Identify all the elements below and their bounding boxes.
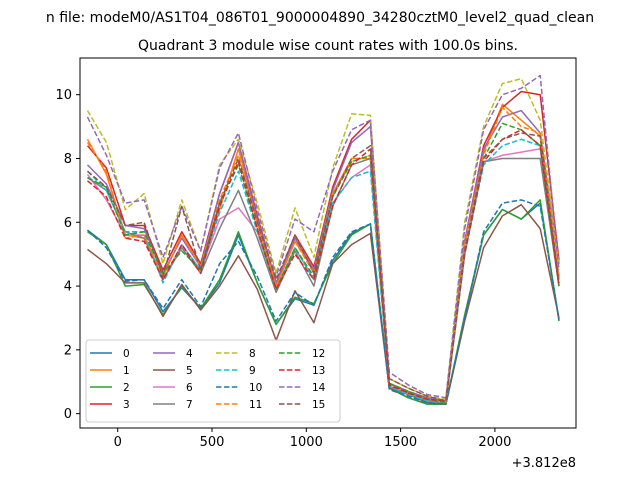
x-tick-label: 500	[200, 435, 225, 450]
y-tick-label: 10	[55, 88, 72, 103]
plot-frame	[79, 57, 577, 429]
legend-label-7: 7	[186, 399, 193, 411]
series-line-10	[86, 199, 560, 405]
legend-label-5: 5	[186, 365, 193, 377]
legend-label-2: 2	[123, 382, 130, 394]
chart-title: Quadrant 3 module wise count rates with …	[138, 38, 518, 54]
legend-label-10: 10	[249, 382, 262, 394]
y-tick-label: 8	[64, 152, 72, 167]
x-tick-label: 1000	[290, 435, 323, 450]
legend-label-6: 6	[186, 382, 193, 394]
legend-label-1: 1	[123, 365, 130, 377]
series-line-14	[86, 74, 560, 399]
x-axis: 0 500 1000 1500 2000	[114, 428, 511, 450]
plot-lines	[86, 74, 560, 405]
x-tick-label: 2000	[478, 435, 511, 450]
series-line-15	[87, 132, 560, 402]
legend-label-15: 15	[312, 399, 325, 411]
legend-label-13: 13	[312, 365, 325, 377]
series-line-5	[87, 203, 560, 405]
legend-frame	[85, 339, 341, 423]
y-tick-label: 2	[64, 343, 72, 358]
legend-label-11: 11	[249, 399, 262, 411]
legend-label-3: 3	[123, 399, 130, 411]
x-tick-label: 1500	[384, 435, 417, 450]
y-tick-label: 6	[64, 216, 72, 231]
y-tick-label: 0	[64, 407, 72, 422]
y-tick-label: 4	[64, 280, 72, 295]
legend-label-12: 12	[312, 348, 325, 360]
x-offset-label: +3.812e8	[512, 456, 576, 471]
x-tick-label: 0	[114, 435, 122, 450]
legend-label-14: 14	[312, 382, 326, 394]
chart-suptitle: n file: modeM0/AS1T04_086T01_9000004890_…	[46, 10, 594, 26]
legend-label-9: 9	[249, 365, 256, 377]
legend-label-4: 4	[186, 348, 193, 360]
legend-label-0: 0	[123, 348, 130, 360]
series-line-11	[86, 106, 560, 404]
y-axis: 0 2 4 6 8 10	[55, 88, 80, 422]
legend-label-8: 8	[249, 348, 256, 360]
